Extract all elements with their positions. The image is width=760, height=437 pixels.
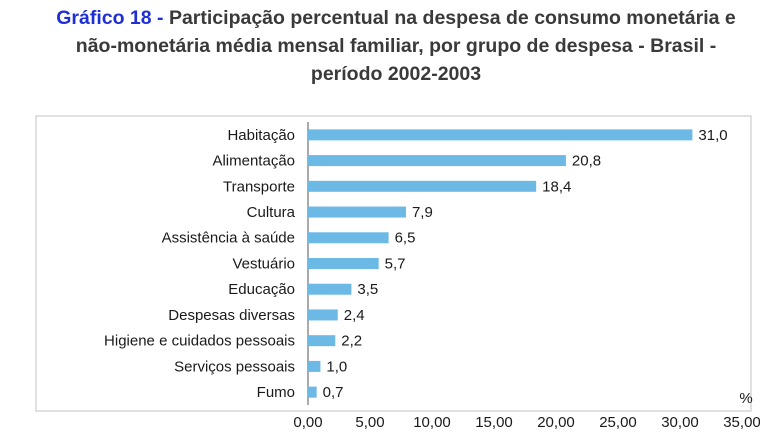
value-label: 7,9: [412, 204, 433, 221]
bar: [308, 258, 379, 269]
value-label: 6,5: [395, 230, 416, 247]
x-tick-label: 35,00: [723, 414, 760, 431]
x-tick-label: 30,00: [661, 414, 699, 431]
y-tick-label: Transporte: [223, 178, 295, 195]
value-label: 1,0: [326, 358, 347, 375]
value-label: 18,4: [542, 178, 571, 195]
y-tick-label: Despesas diversas: [168, 307, 295, 324]
bar: [308, 180, 537, 192]
bar: [308, 309, 338, 321]
x-tick-label: 10,00: [413, 414, 451, 431]
value-label: 20,8: [572, 153, 601, 170]
bar: [308, 335, 336, 347]
y-tick-label: Cultura: [247, 204, 296, 221]
y-tick-label: Vestuário: [232, 255, 295, 272]
x-tick-label: 25,00: [599, 414, 637, 431]
x-tick-label: 5,00: [355, 414, 384, 431]
value-label: 5,7: [385, 255, 406, 272]
bar: [308, 386, 317, 398]
bar: [308, 155, 566, 167]
x-tick-label: 20,00: [537, 414, 575, 431]
y-tick-label: Alimentação: [212, 153, 295, 170]
chart-title: Gráfico 18 - Participação percentual na …: [40, 4, 752, 88]
value-label: 3,5: [357, 281, 378, 298]
plot-frame: [35, 115, 752, 412]
bar: [308, 232, 389, 244]
value-label: 0,7: [323, 384, 344, 401]
y-tick-label: Educação: [228, 281, 295, 298]
bar: [308, 283, 352, 295]
y-tick-label: Fumo: [257, 384, 295, 401]
x-tick-label: 15,00: [475, 414, 513, 431]
bar: [308, 129, 693, 141]
x-axis-label: %: [739, 390, 752, 407]
bar: [308, 360, 321, 372]
value-label: 2,2: [341, 333, 362, 350]
value-label: 2,4: [344, 307, 365, 324]
y-tick-label: Higiene e cuidados pessoais: [104, 333, 295, 350]
y-tick-label: Serviços pessoais: [174, 358, 295, 375]
bar: [308, 206, 406, 218]
y-tick-label: Habitação: [227, 127, 295, 144]
title-text: Participação percentual na despesa de co…: [75, 7, 736, 85]
value-label: 31,0: [698, 127, 727, 144]
title-label: Gráfico 18 -: [56, 7, 164, 29]
y-tick-label: Assistência à saúde: [162, 230, 295, 247]
x-tick-label: 0,00: [293, 414, 322, 431]
